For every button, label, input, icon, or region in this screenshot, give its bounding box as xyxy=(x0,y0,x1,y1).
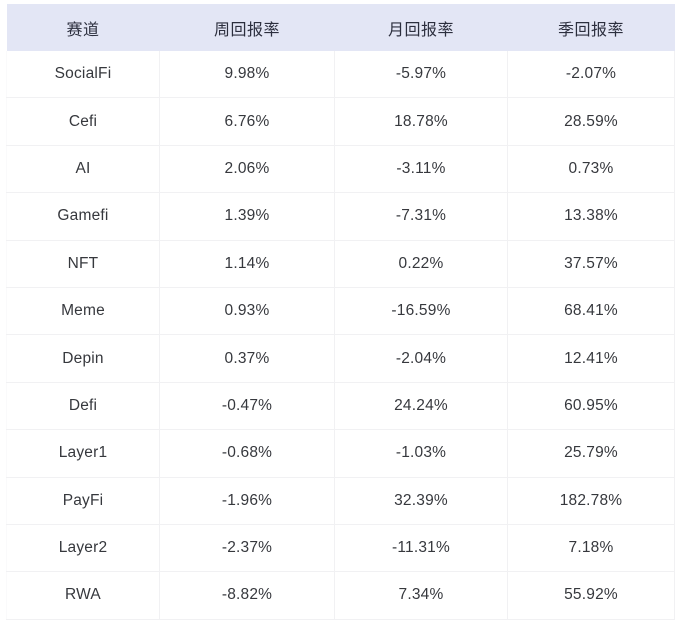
cell-quarter: -2.07% xyxy=(507,51,675,99)
cell-week: 0.37% xyxy=(159,334,335,383)
cell-quarter: 60.95% xyxy=(507,382,675,431)
cell-track: Depin xyxy=(6,334,160,383)
cell-month: 24.24% xyxy=(334,382,508,431)
cell-week: 0.93% xyxy=(159,287,335,336)
cell-track: Layer2 xyxy=(6,524,160,573)
cell-month: -11.31% xyxy=(334,524,508,573)
cell-quarter: 25.79% xyxy=(507,429,675,478)
table-row: RWA -8.82% 7.34% 55.92% xyxy=(6,571,675,620)
cell-quarter: 7.18% xyxy=(507,524,675,573)
table-row: Layer2 -2.37% -11.31% 7.18% xyxy=(6,524,675,573)
cell-quarter: 13.38% xyxy=(507,192,675,241)
table-row: Depin 0.37% -2.04% 12.41% xyxy=(6,334,675,383)
cell-week: -0.68% xyxy=(159,429,335,478)
cell-track: NFT xyxy=(6,240,160,288)
cell-track: AI xyxy=(6,145,160,194)
table-row: Meme 0.93% -16.59% 68.41% xyxy=(6,287,675,336)
cell-month: -1.03% xyxy=(334,429,508,478)
table-row: NFT 1.14% 0.22% 37.57% xyxy=(6,240,675,288)
cell-track: Cefi xyxy=(6,97,160,146)
cell-week: 6.76% xyxy=(159,97,335,146)
cell-track: RWA xyxy=(6,571,160,620)
cell-month: 18.78% xyxy=(334,97,508,146)
cell-week: -0.47% xyxy=(159,382,335,431)
cell-month: -16.59% xyxy=(334,287,508,336)
cell-track: PayFi xyxy=(6,477,160,525)
table-row: PayFi -1.96% 32.39% 182.78% xyxy=(6,477,675,525)
cell-month: 7.34% xyxy=(334,571,508,620)
table-row: SocialFi 9.98% -5.97% -2.07% xyxy=(6,51,675,99)
cell-week: 2.06% xyxy=(159,145,335,194)
table-row: AI 2.06% -3.11% 0.73% xyxy=(6,145,675,194)
cell-week: 9.98% xyxy=(159,51,335,99)
cell-week: -2.37% xyxy=(159,524,335,573)
cell-month: -2.04% xyxy=(334,334,508,383)
table-header-row: 赛道 周回报率 月回报率 季回报率 xyxy=(6,4,675,51)
cell-quarter: 68.41% xyxy=(507,287,675,336)
cell-week: -1.96% xyxy=(159,477,335,525)
cell-quarter: 182.78% xyxy=(507,477,675,525)
cell-quarter: 12.41% xyxy=(507,334,675,383)
cell-track: SocialFi xyxy=(6,51,160,99)
cell-month: -7.31% xyxy=(334,192,508,241)
cell-month: -3.11% xyxy=(334,145,508,194)
table-row: Defi -0.47% 24.24% 60.95% xyxy=(6,382,675,431)
table-header: 赛道 周回报率 月回报率 季回报率 xyxy=(6,4,675,51)
cell-quarter: 37.57% xyxy=(507,240,675,288)
cell-track: Layer1 xyxy=(6,429,160,478)
column-header-month: 月回报率 xyxy=(387,21,454,39)
cell-week: -8.82% xyxy=(159,571,335,620)
table-body: SocialFi 9.98% -5.97% -2.07% Cefi 6.76% 18.78%… xyxy=(6,51,675,620)
cell-month: -5.97% xyxy=(334,51,508,99)
cell-week: 1.14% xyxy=(159,240,335,288)
cell-quarter: 28.59% xyxy=(507,97,675,146)
cell-track: Meme xyxy=(6,287,160,336)
cell-week: 1.39% xyxy=(159,192,335,241)
cell-month: 32.39% xyxy=(334,477,508,525)
table-row: Gamefi 1.39% -7.31% 13.38% xyxy=(6,192,675,241)
table-row: Layer1 -0.68% -1.03% 25.79% xyxy=(6,429,675,478)
cell-quarter: 55.92% xyxy=(507,571,675,620)
returns-table-container: 赛道 周回报率 月回报率 季回报率 SocialFi 9.98% -5.97% -2.… xyxy=(6,4,675,620)
crypto-sector-returns-table: 赛道 周回报率 月回报率 季回报率 SocialFi 9.98% -5.97% -2.… xyxy=(6,4,675,620)
cell-quarter: 0.73% xyxy=(507,145,675,194)
cell-track: Gamefi xyxy=(6,192,160,241)
column-header-quarter: 季回报率 xyxy=(557,21,624,39)
table-row: Cefi 6.76% 18.78% 28.59% xyxy=(6,97,675,146)
cell-track: Defi xyxy=(6,382,160,431)
cell-month: 0.22% xyxy=(334,240,508,288)
column-header-week: 周回报率 xyxy=(213,21,280,39)
column-header-track: 赛道 xyxy=(66,21,100,39)
